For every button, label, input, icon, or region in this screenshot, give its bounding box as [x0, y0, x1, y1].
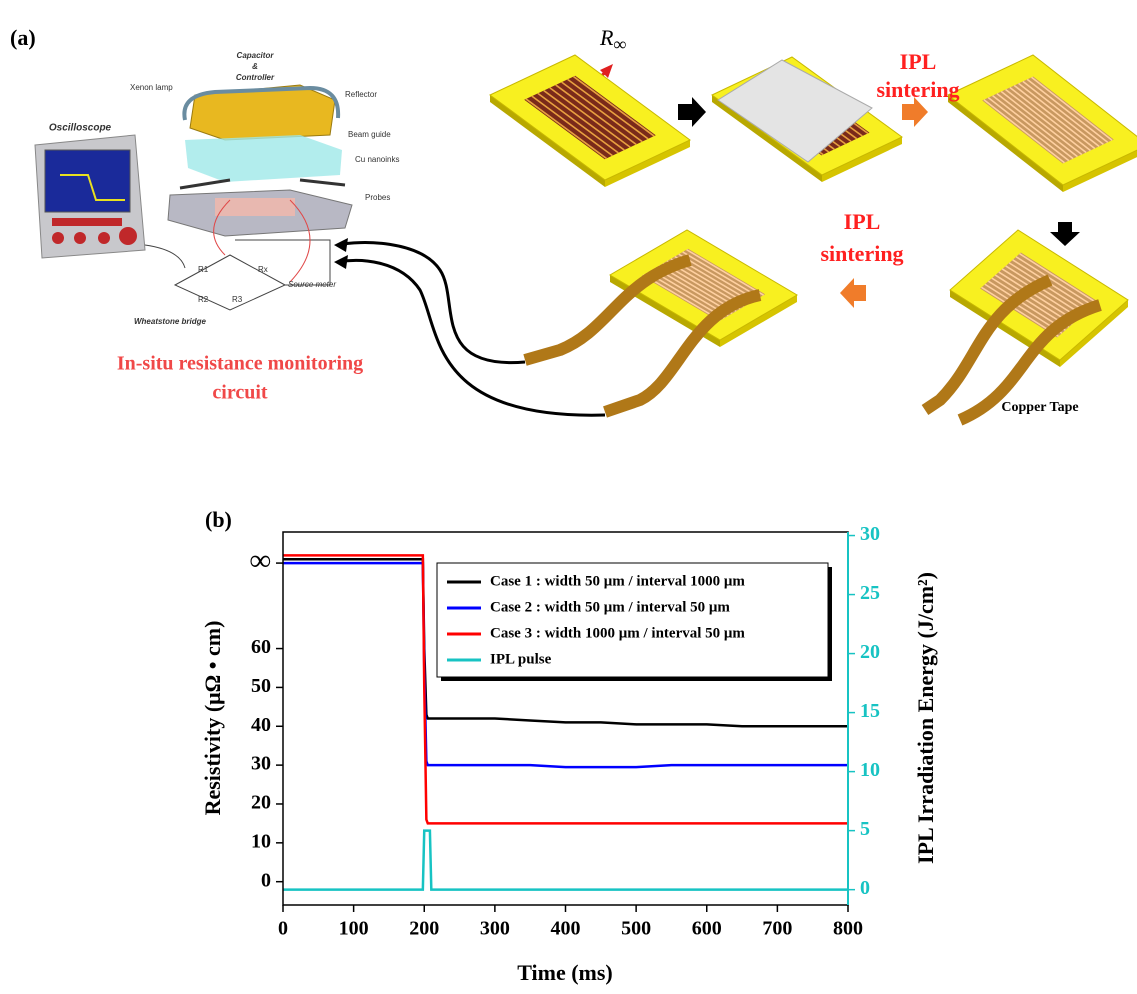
device-label: Beam guide — [348, 130, 391, 139]
x-tick-label: 800 — [833, 918, 863, 940]
arrow — [1050, 222, 1080, 246]
resistor-label: Rx — [258, 265, 268, 274]
knob — [98, 232, 110, 244]
knob — [52, 232, 64, 244]
x-tick-label: 500 — [621, 918, 651, 940]
arrow — [840, 278, 866, 308]
legend-label: IPL pulse — [490, 651, 552, 667]
y-tick-label: 50 — [251, 675, 271, 697]
device-label: Cu nanoinks — [355, 155, 399, 164]
arrowhead — [334, 238, 348, 252]
y2-tick-label: 20 — [860, 641, 880, 663]
device-label: Probes — [365, 193, 390, 202]
y-tick-label: 20 — [251, 792, 271, 814]
page: (a) R∞ IPL sintering IPL sintering Capac… — [0, 0, 1137, 994]
ipl-label: IPL — [844, 209, 881, 234]
x-tick-label: 700 — [762, 918, 792, 940]
device-label: Reflector — [345, 90, 377, 99]
x-tick-label: 200 — [409, 918, 439, 940]
x-tick-label: 400 — [551, 918, 581, 940]
y2-tick-label: 10 — [860, 759, 880, 781]
x-tick-label: 300 — [480, 918, 510, 940]
y2-tick-label: 15 — [860, 700, 880, 722]
device-label: Capacitor — [237, 51, 275, 60]
device-label: & — [252, 62, 258, 71]
knob — [119, 227, 137, 245]
y2-tick-label: 5 — [860, 818, 870, 840]
arrow — [678, 97, 706, 127]
device-label: Wheatstone bridge — [134, 317, 207, 326]
legend-label: Case 2 : width 50 μm / interval 50 μm — [490, 599, 730, 615]
probes — [180, 180, 345, 188]
beam-guide — [185, 135, 342, 182]
device-label: Oscilloscope — [49, 123, 112, 134]
device-label: Source meter — [288, 280, 336, 289]
x-tick-label: 600 — [692, 918, 722, 940]
device-label: Xenon lamp — [130, 83, 173, 92]
x-tick-label: 100 — [339, 918, 369, 940]
legend-label: Case 3 : width 1000 μm / interval 50 μm — [490, 625, 745, 641]
resistor-label: R2 — [198, 295, 209, 304]
wire — [338, 260, 605, 415]
y-tick-label: ∞ — [250, 544, 271, 577]
knob — [74, 232, 86, 244]
x-axis-title: Time (ms) — [517, 960, 613, 985]
y-tick-label: 10 — [251, 830, 271, 852]
arrowhead — [334, 255, 348, 269]
panel-label: (b) — [205, 507, 232, 532]
y-tick-label: 0 — [261, 869, 271, 891]
panel-label: (a) — [10, 25, 36, 50]
y-tick-label: 60 — [251, 636, 271, 658]
resistor-label: R3 — [232, 295, 243, 304]
ipl-label: IPL — [900, 49, 937, 74]
y-tick-label: 40 — [251, 714, 271, 736]
legend-label: Case 1 : width 50 μm / interval 1000 μm — [490, 573, 745, 589]
monitoring-label: circuit — [212, 382, 268, 404]
sample — [215, 198, 295, 216]
buttons — [52, 218, 122, 226]
series-line — [283, 831, 848, 890]
y2-axis-title: IPL Irradiation Energy (J/cm²) — [913, 572, 938, 864]
oscilloscope-screen — [45, 150, 130, 212]
y-axis-title: Resistivity (μΩ • cm) — [200, 621, 225, 816]
r-subscript: ∞ — [613, 34, 626, 54]
x-tick-label: 0 — [278, 918, 288, 940]
r-symbol: R∞ — [599, 25, 626, 54]
ipl-label: sintering — [820, 241, 903, 266]
y-tick-label: 30 — [251, 753, 271, 775]
resistor-label: R1 — [198, 265, 209, 274]
monitoring-label: In-situ resistance monitoring — [117, 353, 363, 375]
r-letter: R — [599, 25, 614, 50]
tape-label: Copper Tape — [1001, 400, 1078, 415]
y2-tick-label: 30 — [860, 523, 880, 545]
ipl-label: sintering — [876, 77, 959, 102]
y2-tick-label: 25 — [860, 582, 880, 604]
y2-tick-label: 0 — [860, 877, 870, 899]
device-label: Controller — [236, 73, 275, 82]
figure: (a) R∞ IPL sintering IPL sintering Capac… — [0, 0, 1137, 994]
